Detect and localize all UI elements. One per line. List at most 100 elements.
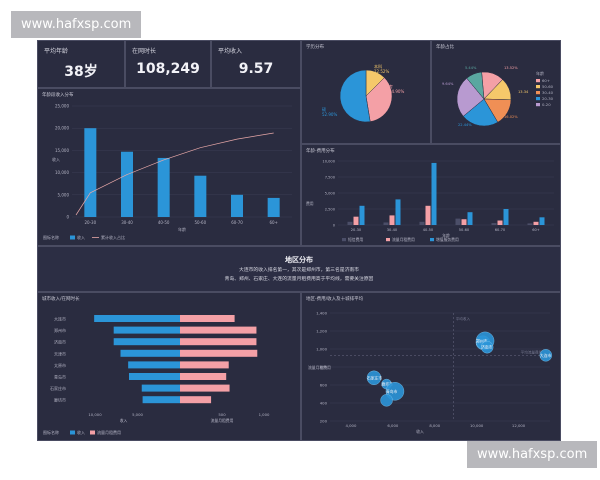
watermark-bottom: www.hafxsp.com: [467, 441, 597, 468]
legend-income: 收入: [77, 429, 85, 435]
pie-slice-label: 本科: [374, 63, 382, 69]
city-income-bar: [142, 396, 180, 404]
ref-label: 平均流量费用: [521, 350, 543, 355]
x-tick-label: 40-50: [423, 228, 434, 232]
y-tick-label: 0: [66, 215, 69, 220]
y-tick-label: 10,000: [322, 160, 335, 164]
legend-swatch: [342, 238, 346, 242]
city-label: 大连市: [54, 316, 66, 322]
city-income-bar: [113, 338, 180, 346]
x-axis-label-right: 流量月租费用: [211, 418, 234, 423]
scatter-point: [380, 394, 393, 407]
city-label: 石家庄市: [50, 385, 66, 391]
legend-swatch: [536, 79, 540, 83]
legend-swatch-fee: [90, 430, 95, 435]
pie-slice: [462, 98, 499, 127]
x-tick-label: 20-30: [351, 228, 362, 232]
expense-bar: [533, 221, 539, 225]
expense-bar: [353, 216, 359, 225]
city-fee-bar: [180, 396, 212, 404]
income-bar: [157, 157, 170, 217]
x-tick-label: 50-60: [459, 228, 470, 232]
region-banner: 地区分布 大连市的收入排名第一，其次是郑州市，第三名是济南市 青岛、郑州、石家庄…: [37, 246, 561, 292]
city-label: 天津市: [54, 350, 66, 356]
pie-pct-label: 16.02%: [504, 115, 518, 119]
x-tick-label: 12,000: [512, 423, 526, 428]
x-tick-left: 10,000: [88, 412, 102, 417]
age-expense-panel: 年龄-费用分布 0 2,500 5,000 7,500 10,000 20-30 30-40…: [301, 144, 561, 246]
scatter-point-label: 大连市: [540, 353, 552, 358]
y-tick-label: 600: [320, 383, 328, 388]
x-axis-label: 年龄: [178, 226, 186, 232]
scatter-point-label: 郑州市: [476, 338, 488, 343]
city-scatter-panel: 地区-费用/收入及十城排平均 200 400 600 800 1,000 1,200 1,4…: [301, 292, 561, 441]
x-tick-label: 60-70: [495, 228, 506, 232]
expense-bar: [389, 215, 395, 225]
y-tick-label: 1,200: [316, 329, 327, 334]
legend-swatch: [536, 97, 540, 101]
y-tick-label: 1,400: [316, 311, 327, 316]
expense-bar: [383, 222, 389, 225]
city-label: 廊坊市: [54, 397, 66, 403]
income-bar: [194, 175, 207, 217]
expense-bar: [359, 205, 365, 225]
y-tick-label: 0: [333, 224, 336, 228]
age-expense-chart: 0 2,500 5,000 7,500 10,000 20-30 30-40 40-50 50-…: [306, 160, 554, 242]
legend-item: 流量月租费用: [392, 237, 415, 242]
city-income-bar: [129, 373, 180, 380]
age-income-chart: 0 5,000 10,000 15,000 20,000 25,000 20-30 30-40…: [43, 104, 292, 240]
region-line-2: 青岛、郑州、石家庄、大连的流量月租费用高于平均线，需要关注原因: [224, 277, 374, 282]
x-axis-label-left: 收入: [120, 418, 128, 423]
expense-bar: [539, 217, 545, 225]
age-income-panel: 年龄段收入分布 0 5,000 10,000 15,000 20,000 25,000 20…: [37, 88, 301, 246]
legend-income: 收入: [77, 234, 85, 240]
city-income-bar: [113, 326, 180, 334]
legend-prefix: 图标名称: [43, 429, 59, 435]
y-tick-label: 1,000: [316, 347, 327, 352]
scatter-point-label: 石家庄市: [367, 375, 382, 380]
city-fee-bar: [180, 361, 229, 369]
x-tick-label: 60+: [269, 220, 277, 225]
pie-slice-label: 硕: [322, 107, 326, 112]
y-tick-label: 15,000: [55, 148, 69, 153]
pie-pct-label: 5.44%: [465, 66, 477, 70]
pie-slice: [466, 71, 485, 100]
city-income-bar: [128, 361, 180, 369]
income-bar: [84, 128, 97, 217]
age-pie-chart: 5.44% 13.52% 13.34 16.02% 22.44% 9.64% 年龄 60+50…: [442, 66, 554, 127]
legend-fee: 流量月租费用: [97, 429, 121, 435]
city-bar-title: 城市收入/在网时长: [42, 297, 80, 302]
x-tick-label: 10,000: [470, 423, 484, 428]
x-tick-label: 50-60: [195, 220, 207, 225]
pie-slice: [365, 77, 393, 122]
city-label: 郑州市: [54, 327, 66, 333]
x-axis-label: 年龄: [442, 233, 450, 238]
city-fee-bar: [180, 384, 230, 392]
y-axis-label: 费用: [306, 201, 314, 206]
y-tick-label: 7,500: [325, 176, 336, 180]
pie-slice: [339, 69, 371, 123]
expense-bar: [503, 209, 509, 225]
y-tick-label: 5,000: [58, 192, 70, 197]
legend-item: 20-30: [542, 96, 554, 101]
kpi-tenure: 在网时长 108,249: [125, 40, 211, 88]
kpi-avg-income-value: 9.57: [238, 61, 274, 77]
pie-slice-label: 专: [389, 83, 393, 89]
expense-bar: [497, 220, 503, 225]
x-tick-label: 60+: [532, 228, 540, 232]
x-tick-right: 1,000: [259, 412, 270, 417]
age-expense-title: 年龄-费用分布: [306, 149, 335, 154]
x-tick-label: 20-30: [85, 220, 97, 225]
expense-bar: [419, 221, 425, 225]
legend-swatch: [536, 91, 540, 95]
education-pie-title: 学历分布: [306, 45, 324, 50]
y-tick-label: 5,000: [325, 192, 336, 196]
city-scatter-title: 地区-费用/收入及十城排平均: [306, 297, 364, 302]
income-bar: [231, 194, 243, 217]
x-axis-label: 收入: [416, 429, 424, 434]
y-tick-label: 200: [320, 419, 328, 424]
kpi-avg-income-label: 平均收入: [218, 48, 243, 55]
x-tick-label: 40-50: [158, 220, 170, 225]
scatter-point-label: 廊坊市: [382, 382, 394, 387]
